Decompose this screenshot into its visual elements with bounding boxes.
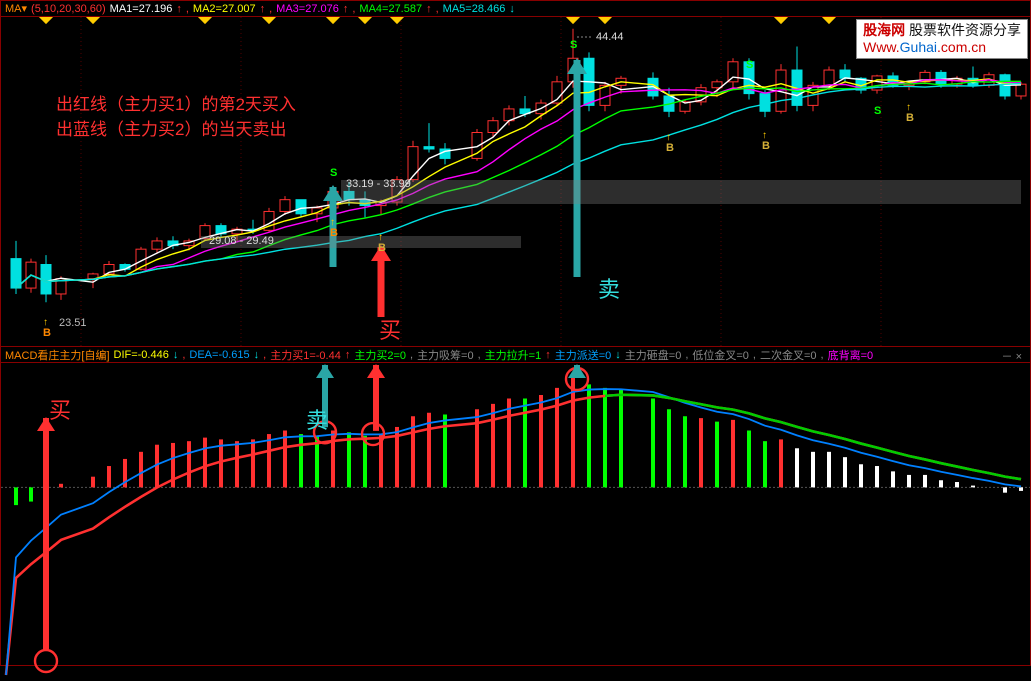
buy-arrow-icon: ↑ xyxy=(330,217,335,228)
price-range-1: 29.08 - 29.49 xyxy=(209,235,274,247)
sell-label-upper: 卖 xyxy=(598,272,620,304)
candlestick-chart[interactable]: 23.51 29.08 - 29.49 33.19 - 33.99 44.44 … xyxy=(1,17,1030,347)
range-rect-2 xyxy=(341,180,1021,192)
stock-chart-window: MA▾ (5,10,20,30,60) MA1=27.196↑ , MA2=27… xyxy=(0,0,1031,666)
jincha-value: 低位金叉=0 xyxy=(692,347,749,363)
panel-controls[interactable]: － × xyxy=(1002,348,1022,364)
buy-marker: B xyxy=(666,142,674,154)
buy-label-upper: 买 xyxy=(379,313,401,345)
beili-value: 底背离=0 xyxy=(828,347,874,363)
price-low: 23.51 xyxy=(59,317,87,329)
ma-dropdown[interactable]: MA▾ xyxy=(5,2,27,15)
ma2-value: MA2=27.007 xyxy=(193,3,256,15)
watermark: 股海网 股票软件资源分享 Www.Guhai.com.cn xyxy=(856,19,1028,59)
price-high: 44.44 xyxy=(596,31,624,43)
ma3-value: MA3=27.076 xyxy=(276,3,339,15)
buy-marker: B xyxy=(43,327,51,339)
paisong-value: 主力派送=0 xyxy=(555,347,612,363)
macd-title[interactable]: MACD看庄主力[自编] xyxy=(5,347,110,363)
price-range-2: 33.19 - 33.99 xyxy=(346,178,411,190)
dif-value: DIF=-0.446 xyxy=(114,349,169,361)
buy-arrow-icon: ↑ xyxy=(906,102,911,113)
ma1-value: MA1=27.196 xyxy=(110,3,173,15)
buy-marker: B xyxy=(906,112,914,124)
sell-marker: S xyxy=(874,105,881,117)
buy-marker: B xyxy=(330,227,338,239)
ma-header-row: MA▾ (5,10,20,30,60) MA1=27.196↑ , MA2=27… xyxy=(1,1,1030,17)
buy-marker: B xyxy=(378,242,386,254)
xichou-value: 主力吸筹=0 xyxy=(417,347,474,363)
macd-header-row: MACD看庄主力[自编] DIF=-0.446↓ , DEA=-0.615↓ ,… xyxy=(1,347,1030,363)
sell-label-lower: 卖 xyxy=(306,403,328,435)
buy-arrow-icon: ↑ xyxy=(762,130,767,141)
ma4-value: MA4=27.587 xyxy=(359,3,422,15)
dea-value: DEA=-0.615 xyxy=(189,349,249,361)
annotation-line-2: 出蓝线（主力买2）的当天卖出 xyxy=(56,115,286,140)
sell-marker: S xyxy=(570,39,577,51)
buy1-value: 主力买1=-0.44 xyxy=(270,347,341,363)
erci-value: 二次金叉=0 xyxy=(760,347,817,363)
buy-label-lower: 买 xyxy=(49,393,71,425)
range-rect-2b xyxy=(341,192,1021,204)
buy-arrow-icon: ↑ xyxy=(43,317,48,328)
lashen-value: 主力拉升=1 xyxy=(485,347,542,363)
buy2-value: 主力买2=0 xyxy=(354,347,406,363)
buy-arrow-icon: ↑ xyxy=(666,132,671,143)
zapan-value: 主力砸盘=0 xyxy=(625,347,682,363)
buy-arrow-icon: ↑ xyxy=(378,232,383,243)
ma5-value: MA5=28.466 xyxy=(443,3,506,15)
sell-marker: S xyxy=(330,167,337,179)
ma-periods: (5,10,20,30,60) xyxy=(31,3,106,15)
buy-marker: B xyxy=(762,140,770,152)
sell-marker: S xyxy=(746,59,753,71)
annotation-line-1: 出红线（主力买1）的第2天买入 xyxy=(56,90,296,115)
macd-chart[interactable]: 买 卖 xyxy=(1,363,1030,681)
